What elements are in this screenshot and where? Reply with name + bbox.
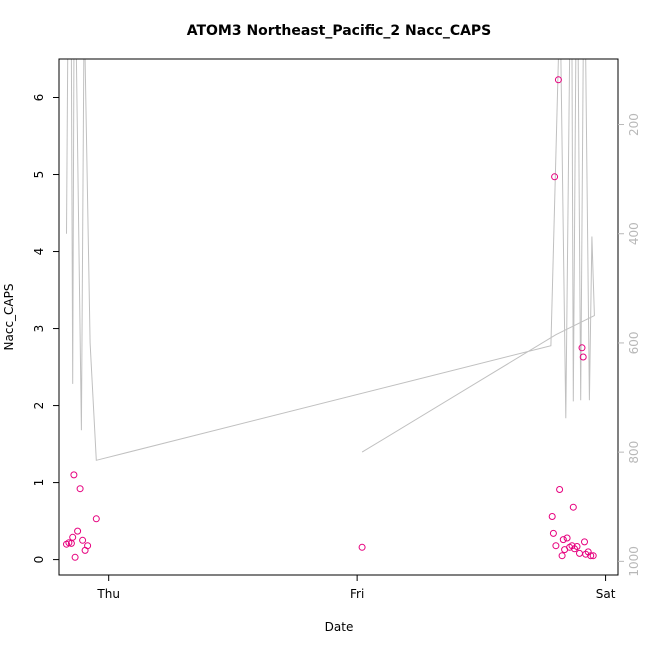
y-tick-label: 4	[32, 248, 46, 256]
data-point	[563, 534, 571, 542]
y-tick-label: 5	[32, 171, 46, 179]
data-point	[551, 173, 559, 181]
x-axis-label: Date	[325, 620, 354, 634]
data-point	[84, 542, 92, 550]
y2-tick-label: 1000	[627, 546, 641, 577]
y-tick-label: 6	[32, 94, 46, 102]
data-point	[589, 552, 597, 560]
x-tick-label: Thu	[96, 587, 120, 601]
y2-tick-label: 200	[627, 113, 641, 136]
y-axis-right: 200 400 600 800 1000	[618, 113, 641, 577]
data-point	[358, 543, 366, 551]
y-axis-left: 0 1 2 3 4 5 6	[32, 94, 59, 564]
y-tick-label: 2	[32, 402, 46, 410]
data-point	[549, 529, 557, 537]
data-point	[92, 515, 100, 523]
data-point	[69, 533, 77, 541]
data-point	[576, 549, 583, 557]
y2-tick-label: 400	[627, 222, 641, 245]
data-point	[556, 486, 564, 493]
series-points-group	[63, 76, 597, 561]
data-point	[558, 552, 566, 560]
y2-tick-label: 600	[627, 331, 641, 354]
data-point	[76, 485, 84, 493]
y2-tick-label: 800	[627, 441, 641, 464]
x-axis: Thu Fri Sat	[96, 575, 616, 601]
data-point	[569, 503, 577, 511]
data-point	[71, 553, 79, 561]
plot-frame	[58, 58, 619, 576]
y-tick-label: 3	[32, 325, 46, 333]
chart-title: ATOM3 Northeast_Pacific_2 Nacc_CAPS	[187, 23, 492, 39]
x-tick-label: Fri	[350, 587, 364, 601]
series-line	[66, 59, 595, 461]
y-axis-label: Nacc_CAPS	[2, 284, 16, 351]
data-point	[559, 536, 567, 544]
data-point	[578, 344, 586, 352]
series-line-group	[66, 59, 595, 461]
data-point	[573, 543, 581, 550]
y-tick-label: 1	[32, 479, 46, 487]
data-point	[70, 471, 78, 479]
data-point	[581, 538, 588, 546]
data-point	[587, 552, 595, 560]
data-point	[79, 536, 87, 544]
data-point	[579, 353, 587, 361]
data-point	[554, 76, 562, 84]
x-tick-label: Sat	[596, 587, 616, 601]
y-tick-label: 0	[32, 556, 46, 564]
data-point	[548, 513, 556, 520]
data-point	[74, 527, 82, 535]
data-point	[552, 542, 560, 550]
